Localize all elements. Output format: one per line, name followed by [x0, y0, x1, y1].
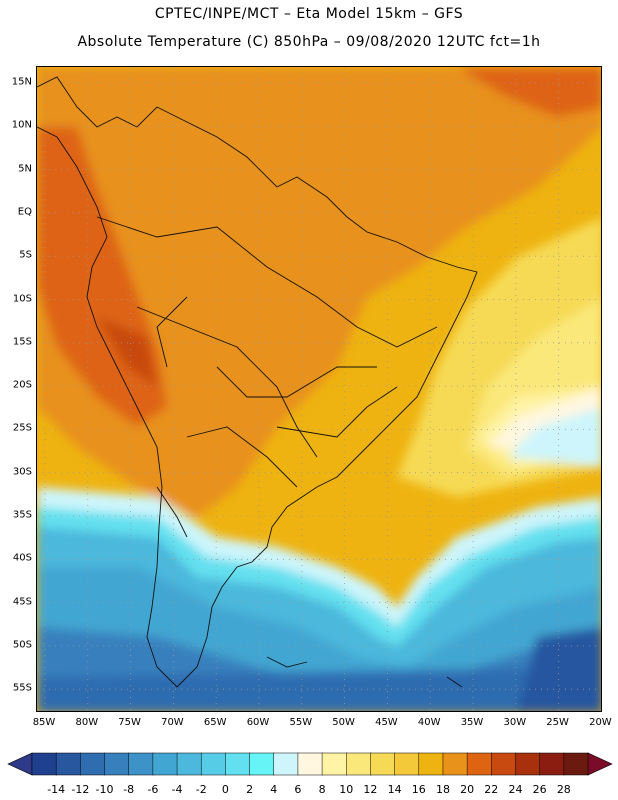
latitude-label: 30S — [12, 466, 32, 478]
colorbar — [7, 752, 613, 776]
longitude-label: 45W — [375, 717, 398, 728]
colorbar-swatch — [394, 752, 420, 776]
colorbar-swatch — [297, 752, 323, 776]
colorbar-swatch — [200, 752, 227, 776]
longitude-label: 75W — [118, 717, 141, 728]
latitude-label: 55S — [12, 682, 32, 694]
longitude-label: 35W — [460, 717, 484, 728]
colorbar-swatch — [104, 752, 130, 776]
colorbar-label: -4 — [171, 783, 183, 796]
colorbar-swatch — [563, 752, 589, 776]
longitude-label: 30W — [503, 717, 527, 728]
coastline-outlines — [37, 76, 478, 688]
longitude-label: 60W — [246, 717, 270, 728]
colorbar-swatch — [249, 752, 275, 776]
colorbar-swatch — [273, 752, 299, 776]
colorbar-label: 16 — [411, 783, 426, 796]
longitude-label: 50W — [332, 717, 355, 728]
longitude-label: 40W — [417, 717, 441, 728]
longitude-label: 65W — [203, 717, 227, 728]
colorbar-label: 24 — [508, 783, 523, 796]
latitude-label: 15S — [12, 336, 32, 348]
chart-subtitle: Absolute Temperature (C) 850hPa – 09/08/… — [77, 34, 541, 50]
colorbar-label: 22 — [484, 783, 499, 796]
latitude-label: 10S — [12, 293, 32, 304]
colorbar-swatch — [515, 752, 541, 776]
colorbar-label: 4 — [270, 783, 278, 796]
latitude-label: 40S — [12, 552, 32, 564]
latitude-label: 5S — [19, 249, 32, 261]
colorbar-label: 8 — [318, 783, 326, 796]
colorbar-swatch — [418, 752, 444, 776]
colorbar-label: -10 — [95, 783, 114, 796]
colorbar-swatch — [442, 752, 468, 776]
lat-lon-grid — [37, 67, 601, 711]
colorbar-label: 14 — [387, 783, 402, 796]
latitude-label: 5N — [18, 163, 32, 175]
colorbar-swatch — [128, 752, 154, 776]
map-panel — [36, 66, 602, 712]
colorbar-label: 20 — [460, 783, 475, 796]
colorbar-label: -2 — [195, 783, 207, 796]
colorbar-low-arrow — [7, 752, 33, 776]
colorbar-label: -8 — [123, 783, 135, 796]
temperature-map — [37, 67, 601, 711]
latitude-label: 10N — [11, 119, 32, 131]
latitude-label: EQ — [17, 206, 32, 218]
colorbar-label: -12 — [71, 783, 90, 796]
colorbar-high-arrow — [587, 752, 613, 776]
colorbar-swatch — [321, 752, 348, 776]
colorbar-swatch — [176, 752, 202, 776]
latitude-label: 50S — [12, 639, 32, 651]
temperature-field — [37, 67, 601, 711]
colorbar-label: 10 — [339, 783, 354, 796]
longitude-label: 70W — [161, 717, 184, 728]
latitude-label: 35S — [12, 509, 32, 521]
colorbar-label: 2 — [246, 783, 254, 796]
colorbar-label: 0 — [221, 783, 229, 796]
colorbar-label: 12 — [363, 783, 378, 796]
colorbar-swatch — [491, 752, 517, 776]
colorbar-label: 6 — [294, 783, 302, 796]
colorbar-label: 18 — [435, 783, 450, 796]
colorbar-swatch — [466, 752, 493, 776]
longitude-label: 25W — [546, 717, 569, 728]
colorbar-swatch — [370, 752, 396, 776]
longitude-label: 55W — [289, 717, 313, 728]
colorbar-label: 26 — [532, 783, 547, 796]
longitude-label: 80W — [75, 717, 99, 728]
colorbar-label: -14 — [47, 783, 66, 796]
colorbar-swatch — [31, 752, 57, 776]
colorbar-swatch — [152, 752, 178, 776]
chart-title: CPTEC/INPE/MCT – Eta Model 15km – GFS — [154, 6, 464, 22]
colorbar-label: -6 — [147, 783, 159, 796]
longitude-label: 20W — [589, 717, 612, 728]
colorbar-swatch — [225, 752, 251, 776]
colorbar-swatch — [539, 752, 565, 776]
colorbar-swatch — [55, 752, 82, 776]
colorbar-swatch — [80, 752, 106, 776]
longitude-label: 85W — [32, 717, 56, 728]
latitude-label: 45S — [12, 596, 32, 608]
latitude-label: 25S — [12, 422, 32, 434]
colorbar-swatch — [346, 752, 372, 776]
latitude-label: 15N — [11, 76, 32, 88]
colorbar-label: 28 — [556, 783, 571, 796]
latitude-label: 20S — [12, 379, 32, 391]
